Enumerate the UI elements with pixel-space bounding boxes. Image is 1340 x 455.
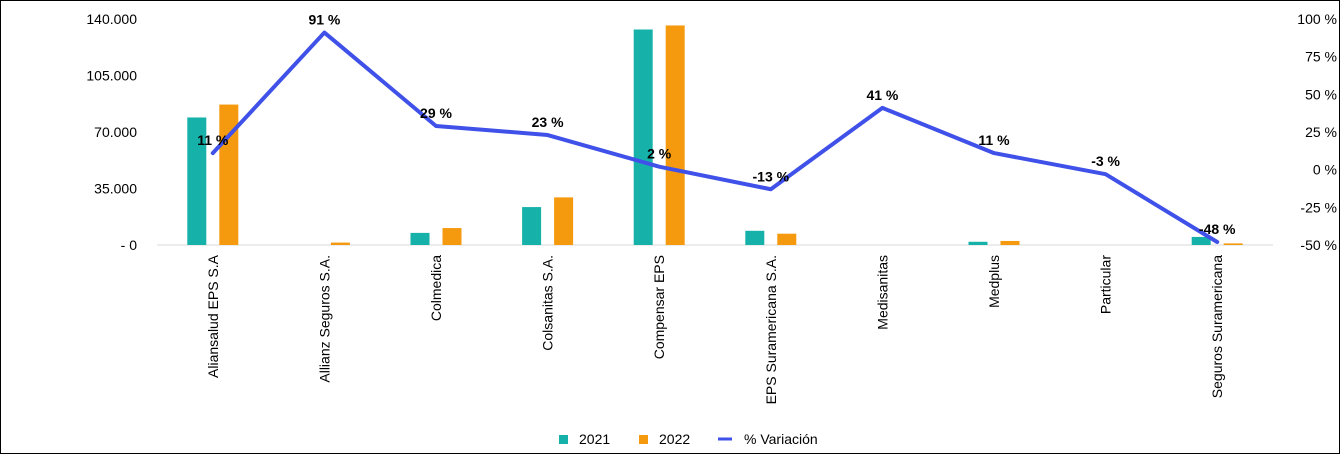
variation-data-label: -3 % — [1091, 153, 1120, 169]
right-tick-label: 100 % — [1297, 11, 1337, 27]
legend-swatch — [559, 435, 568, 444]
variation-data-label: 91 % — [308, 12, 340, 28]
left-tick-label: 140.000 — [86, 11, 137, 27]
bar-2021 — [522, 207, 542, 245]
category-label: Medisanitas — [874, 255, 890, 330]
variation-data-label: 23 % — [532, 114, 564, 130]
left-tick-label: 105.000 — [86, 68, 137, 84]
bar-2021 — [187, 117, 207, 245]
category-label: Allianz Seguros S.A. — [316, 255, 332, 383]
legend: 2021 2022 % Variación — [559, 431, 818, 447]
right-tick-label: 75 % — [1305, 49, 1337, 65]
variation-data-label: -13 % — [753, 168, 790, 184]
category-label: Particular — [1098, 255, 1114, 314]
bar-2021 — [633, 29, 653, 245]
bar-series — [187, 25, 1243, 246]
variation-data-label: -48 % — [1199, 221, 1236, 237]
category-label: Medplus — [986, 255, 1002, 308]
right-tick-label: -25 % — [1300, 199, 1337, 215]
category-label: Aliansalud EPS S.A — [205, 254, 221, 378]
bar-2022 — [665, 25, 685, 246]
category-label: Compensar EPS — [651, 255, 667, 359]
bar-2022 — [219, 104, 239, 245]
bar-2021 — [410, 232, 430, 245]
variation-data-label: 11 % — [978, 132, 1010, 148]
bar-2022 — [1000, 240, 1020, 245]
legend-label: % Variación — [744, 431, 818, 447]
right-tick-label: 0 % — [1313, 162, 1337, 178]
variation-data-label: 11 % — [197, 132, 229, 148]
category-label: Colmedica — [428, 255, 444, 321]
category-label: EPS Suramericana S.A. — [763, 255, 779, 404]
left-tick-label: 35.000 — [94, 181, 137, 197]
right-tick-label: 25 % — [1305, 124, 1337, 140]
variation-line — [210, 30, 1220, 244]
legend-swatch — [639, 435, 648, 444]
bar-2021 — [745, 230, 765, 245]
bar-2022 — [442, 228, 462, 245]
variation-data-label: 2 % — [647, 146, 672, 162]
right-tick-label: 50 % — [1305, 86, 1337, 102]
category-label: Colsanitas S.A. — [540, 255, 556, 351]
bar-2022 — [1223, 243, 1243, 245]
left-tick-label: 70.000 — [94, 124, 137, 140]
data-labels: 11 % 91 % 29 % 23 % 2 % -13 % 41 % 11 % -3 % -48 … — [197, 12, 1236, 237]
bar-2022 — [554, 197, 574, 245]
left-tick-label: - 0 — [121, 237, 138, 253]
right-axis-ticks: -50 % -25 % 0 % 25 % 50 % 75 % 100 % — [1297, 11, 1337, 253]
legend-label: 2021 — [579, 431, 610, 447]
right-tick-label: -50 % — [1300, 237, 1337, 253]
line-series — [210, 30, 1220, 244]
left-axis-ticks: - 0 35.000 70.000 105.000 140.000 — [86, 11, 137, 253]
bar-2022 — [330, 242, 350, 245]
variation-data-label: 41 % — [866, 87, 898, 103]
bar-2021 — [968, 241, 988, 245]
category-label: Seguros Suramericana — [1209, 255, 1225, 398]
variation-data-label: 29 % — [420, 105, 452, 121]
category-labels: Aliansalud EPS S.A Allianz Seguros S.A. Co… — [205, 254, 1225, 404]
bar-2022 — [777, 233, 797, 245]
legend-label: 2022 — [659, 431, 690, 447]
bar-2021 — [1191, 236, 1211, 245]
